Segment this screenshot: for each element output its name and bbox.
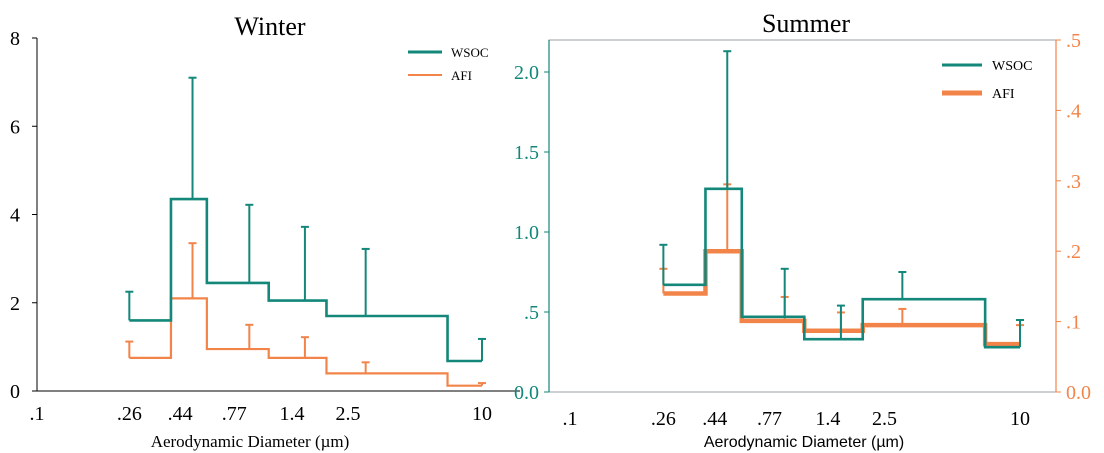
summer-left-y-tick-label-0: 0.0 xyxy=(514,382,539,404)
summer-x-tick-label-3: .77 xyxy=(757,408,782,430)
winter-chart-panel: Winter 0 2 4 6 8 .1 .26 .44 .77 1.4 2.5 10 Aerodyn… xyxy=(10,12,520,451)
winter-x-tick-label-5: 2.5 xyxy=(336,403,361,425)
winter-legend-afi-label: AFI xyxy=(451,68,472,83)
summer-right-y-tick-label-3: .3 xyxy=(1066,171,1081,193)
summer-x-tick-label-6: 10 xyxy=(1010,408,1030,430)
summer-left-y-tick-label-3: 1.5 xyxy=(514,142,539,164)
winter-x-tick-label-0: .1 xyxy=(30,403,45,425)
summer-wsoc-step-line xyxy=(663,187,1020,349)
summer-left-y-tick-label-1: .5 xyxy=(524,302,539,324)
winter-y-tick-label-2: 4 xyxy=(10,205,20,227)
winter-y-tick-label-4: 8 xyxy=(10,28,20,50)
summer-x-tick-label-5: 2.5 xyxy=(872,408,897,430)
summer-chart-title: Summer xyxy=(762,9,850,38)
summer-x-tick-label-0: .1 xyxy=(563,408,578,430)
summer-x-axis-label: Aerodynamic Diameter (µm) xyxy=(704,434,904,451)
summer-legend-afi-label: AFI xyxy=(992,87,1015,102)
winter-x-tick-label-3: .77 xyxy=(222,403,247,425)
summer-right-y-tick-label-5: .5 xyxy=(1066,30,1081,52)
winter-x-tick-label-2: .44 xyxy=(168,403,193,425)
winter-x-axis-label: Aerodynamic Diameter (µm) xyxy=(151,432,350,451)
winter-wsoc-step-line xyxy=(129,197,482,363)
winter-y-tick-label-3: 6 xyxy=(10,116,20,138)
summer-right-y-tick-label-0: 0.0 xyxy=(1066,382,1091,404)
summer-right-y-tick-label-2: .2 xyxy=(1066,241,1081,263)
winter-x-tick-label-4: 1.4 xyxy=(280,403,305,425)
summer-left-y-tick-label-4: 2.0 xyxy=(514,62,539,84)
winter-x-tick-label-6: 10 xyxy=(472,403,492,425)
summer-right-y-tick-label-4: .4 xyxy=(1066,100,1081,122)
winter-x-tick-label-1: .26 xyxy=(117,403,142,425)
summer-right-y-tick-label-1: .1 xyxy=(1066,312,1081,334)
winter-legend: WSOC AFI xyxy=(408,45,489,83)
summer-left-y-tick-label-2: 1.0 xyxy=(514,222,539,244)
summer-legend: WSOC AFI xyxy=(942,59,1032,102)
summer-x-tick-label-2: .44 xyxy=(702,408,727,430)
winter-y-tick-label-1: 2 xyxy=(10,293,20,315)
winter-legend-wsoc-label: WSOC xyxy=(451,45,489,60)
summer-x-tick-label-1: .26 xyxy=(651,408,676,430)
summer-legend-wsoc-label: WSOC xyxy=(992,59,1032,74)
winter-chart-title: Winter xyxy=(234,12,305,41)
summer-x-tick-label-4: 1.4 xyxy=(815,408,840,430)
summer-chart-panel: Summer 0.0 .5 1.0 1.5 2.0 0.0 .1 .2 .3 .4 .5 .1 .2… xyxy=(514,9,1091,451)
winter-y-tick-label-0: 0 xyxy=(10,381,20,403)
